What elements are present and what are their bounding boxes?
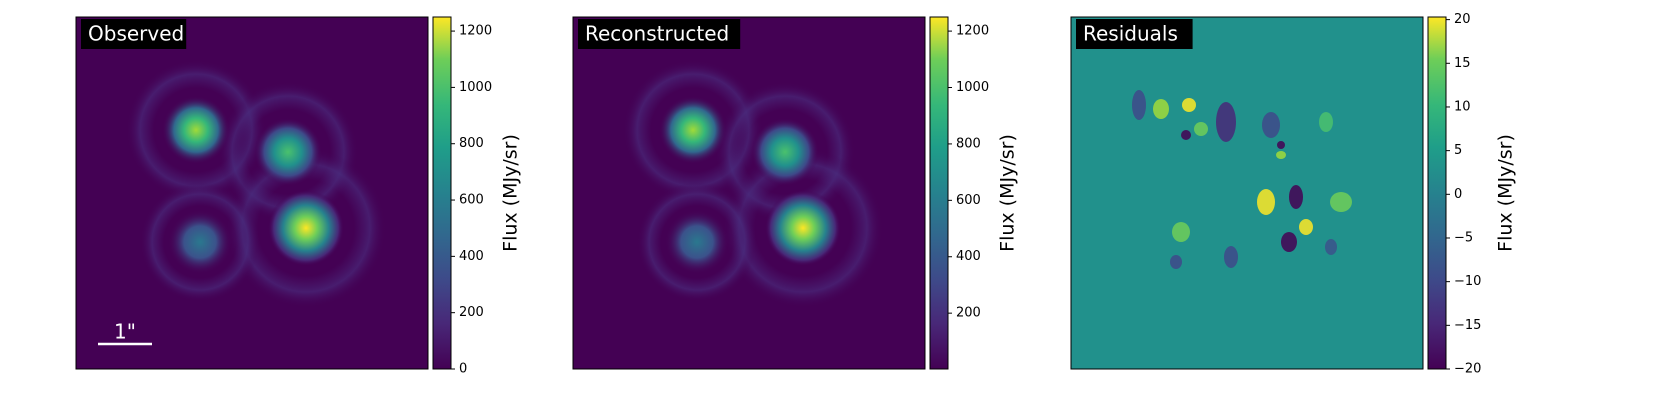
residual-feature <box>1132 90 1146 120</box>
colorbar-tick-label: −10 <box>1454 274 1481 289</box>
colorbar-tick-label: −20 <box>1454 362 1481 377</box>
residual-feature <box>1257 189 1275 215</box>
colorbar-label: Flux (MJy/sr) <box>997 134 1019 252</box>
colorbar-tick-label: 400 <box>459 249 484 264</box>
colorbar-tick-label: 0 <box>1454 187 1462 202</box>
panel-title: Residuals <box>1083 22 1178 46</box>
image <box>76 17 428 369</box>
residual-feature <box>1330 192 1352 212</box>
colorbar-tick-label: −15 <box>1454 318 1481 333</box>
colorbar-tick-label: 20 <box>1454 12 1471 27</box>
residual-feature <box>1276 151 1286 159</box>
residual-feature <box>1262 112 1280 138</box>
residual-feature <box>1299 219 1313 235</box>
image-frame <box>1070 16 1424 370</box>
colorbar <box>1427 16 1447 370</box>
colorbar-tick-label: 15 <box>1454 56 1471 71</box>
residual-feature <box>1289 185 1303 209</box>
residual-feature <box>1319 112 1333 132</box>
colorbar-label: Flux (MJy/sr) <box>1495 134 1517 252</box>
residual-feature <box>1325 239 1337 255</box>
image-content <box>76 17 428 369</box>
residual-feature <box>1216 102 1236 142</box>
colorbar-tick-label: 0 <box>459 362 467 377</box>
colorbar <box>432 16 452 370</box>
residual-feature <box>1172 222 1190 242</box>
residual-feature <box>1194 122 1208 136</box>
image-frame <box>75 16 429 370</box>
residual-feature <box>1277 141 1285 149</box>
colorbar-tick-label: −5 <box>1454 230 1473 245</box>
residual-feature <box>1153 99 1169 119</box>
panel-title: Reconstructed <box>585 22 729 46</box>
colorbar-tick-label: 1000 <box>956 80 989 95</box>
colorbar-tick-label: 1000 <box>459 80 492 95</box>
residual-feature <box>1170 255 1182 269</box>
title-box <box>81 19 187 49</box>
colorbar-tick-label: 1200 <box>459 24 492 39</box>
panel-title: Observed <box>88 22 184 46</box>
colorbar-label: Flux (MJy/sr) <box>500 134 522 252</box>
residual-feature <box>1181 130 1191 140</box>
colorbar-tick-label: 800 <box>459 136 484 151</box>
colorbar-tick-label: 10 <box>1454 99 1471 114</box>
image <box>1071 17 1423 369</box>
image <box>573 17 925 369</box>
colorbar-tick-label: 1200 <box>956 24 989 39</box>
image-bg <box>1071 17 1423 369</box>
title-box <box>578 19 741 49</box>
colorbar-tick-label: 200 <box>956 306 981 321</box>
residual-feature <box>1224 246 1238 268</box>
colorbar-tick-label: 400 <box>956 249 981 264</box>
colorbar-tick-label: 5 <box>1454 143 1462 158</box>
colorbar <box>929 16 949 370</box>
scale-bar-label: 1" <box>114 320 136 344</box>
image-frame <box>572 16 926 370</box>
colorbar-tick-label: 600 <box>956 193 981 208</box>
title-box <box>1076 19 1193 49</box>
image-content <box>573 17 925 369</box>
colorbar-tick-label: 600 <box>459 193 484 208</box>
colorbar-tick-label: 800 <box>956 136 981 151</box>
residual-feature <box>1281 232 1297 252</box>
residual-feature <box>1182 98 1196 112</box>
colorbar-tick-label: 200 <box>459 305 484 320</box>
